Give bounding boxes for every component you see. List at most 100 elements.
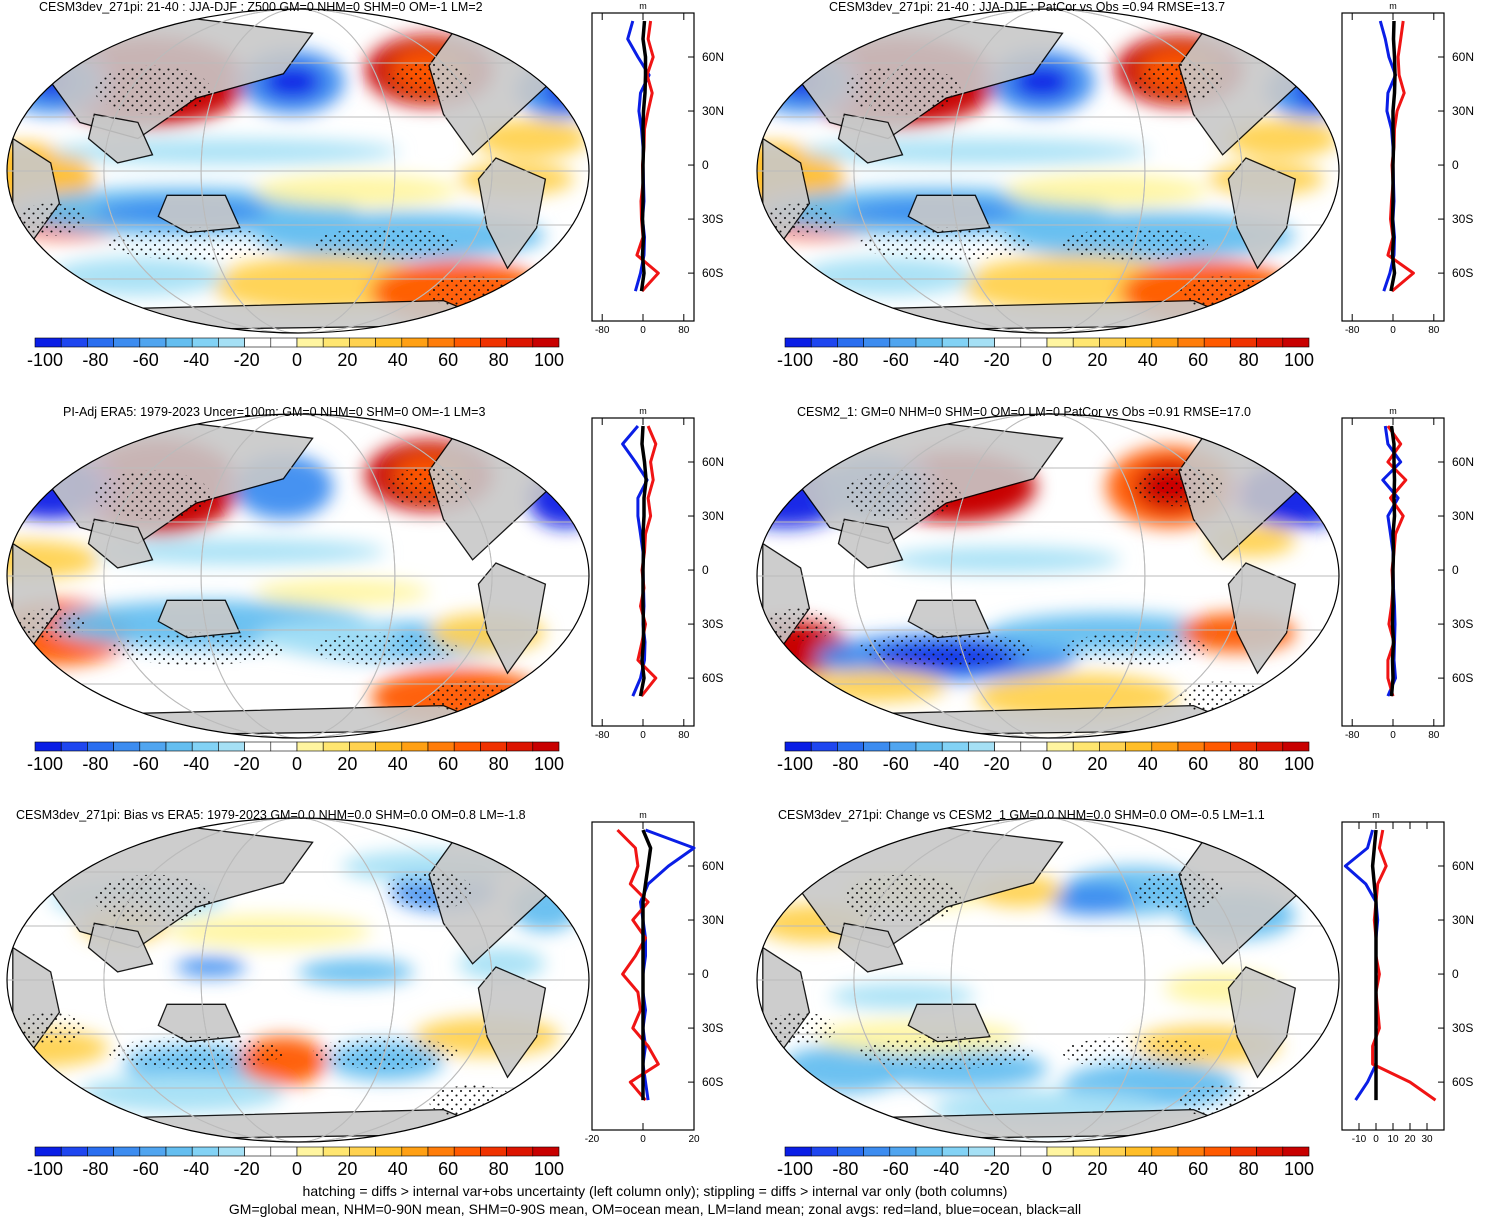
lat-label: 30N bbox=[1452, 104, 1475, 119]
colorbar-swatch bbox=[1125, 337, 1153, 348]
colorbar-swatch bbox=[34, 1146, 62, 1157]
zonal-x-label: 30 bbox=[1421, 1134, 1433, 1145]
colorbar-tick-label: -80 bbox=[832, 754, 859, 774]
zonal-x-label: 0 bbox=[1390, 325, 1396, 336]
colorbar-swatch bbox=[968, 337, 995, 348]
panel-2 bbox=[756, 8, 1445, 348]
lat-label: 0 bbox=[702, 158, 709, 173]
gridline-lon bbox=[950, 414, 1146, 738]
colorbar-swatch bbox=[270, 741, 298, 752]
colorbar-swatch bbox=[270, 337, 298, 348]
colorbar-swatch bbox=[139, 741, 167, 752]
colorbar-swatch bbox=[1151, 741, 1179, 752]
colorbar-tick-label: -60 bbox=[132, 1159, 159, 1179]
stipple-region bbox=[765, 1012, 836, 1045]
colorbar-tick-label: 60 bbox=[1188, 754, 1209, 774]
stipple-region bbox=[385, 871, 473, 911]
land-outline bbox=[87, 922, 154, 973]
land-outline bbox=[1227, 966, 1297, 1079]
stipple-region bbox=[108, 632, 284, 666]
lat-label: 30S bbox=[702, 1021, 724, 1036]
colorbar-swatch bbox=[427, 741, 455, 752]
colorbar-tick-label: -60 bbox=[882, 350, 909, 370]
colorbar-swatch bbox=[218, 741, 245, 752]
colorbar-swatch bbox=[322, 741, 350, 752]
colorbar-swatch bbox=[34, 337, 62, 348]
land-outline bbox=[837, 922, 904, 973]
colorbar-swatch bbox=[349, 1146, 376, 1157]
colorbar-swatch bbox=[1230, 741, 1257, 752]
colorbar-6 bbox=[784, 1146, 1310, 1157]
colorbar-swatch bbox=[480, 1146, 507, 1157]
stipple-region bbox=[428, 681, 517, 714]
colorbar-swatch bbox=[191, 337, 219, 348]
colorbar-swatch bbox=[139, 337, 167, 348]
stipple-region bbox=[312, 1036, 459, 1070]
colorbar-tick-label: -20 bbox=[983, 350, 1010, 370]
colorbar-swatch bbox=[889, 1146, 917, 1157]
stipple-region bbox=[15, 608, 86, 641]
panel-1 bbox=[6, 8, 695, 348]
colorbar-swatch bbox=[810, 337, 838, 348]
colorbar-tick-label: 100 bbox=[1283, 754, 1315, 774]
colorbar-swatch bbox=[427, 337, 455, 348]
zonal-mean-4 bbox=[1341, 417, 1445, 727]
anomaly-blob bbox=[94, 538, 386, 565]
colorbar-swatch bbox=[296, 337, 324, 348]
colorbar-swatch bbox=[1125, 741, 1153, 752]
colorbar-swatch bbox=[1282, 337, 1310, 348]
zonal-curve-all bbox=[1370, 829, 1378, 1101]
stipple-region bbox=[1135, 871, 1223, 911]
colorbar-tick-label: -100 bbox=[26, 350, 64, 370]
stipple-region bbox=[108, 1036, 284, 1070]
zonal-curve-all bbox=[638, 425, 648, 697]
colorbar-swatch bbox=[810, 741, 838, 752]
colorbar-tick-label: -100 bbox=[26, 754, 64, 774]
map-border bbox=[756, 817, 1340, 1143]
map-border bbox=[6, 8, 590, 334]
colorbar-swatch bbox=[1230, 1146, 1257, 1157]
lat-label: 60N bbox=[702, 455, 725, 469]
lat-label: 30S bbox=[702, 212, 724, 227]
lat-label: 0 bbox=[1452, 967, 1459, 982]
lat-label: 0 bbox=[1452, 158, 1459, 173]
gridline-lon bbox=[103, 414, 493, 738]
colorbar-swatch bbox=[968, 1146, 995, 1157]
land-outline bbox=[477, 966, 547, 1079]
colorbar-swatch bbox=[218, 1146, 245, 1157]
gridline-lon bbox=[200, 818, 396, 1142]
colorbar-swatch bbox=[1177, 337, 1205, 348]
zonal-curve-land bbox=[616, 828, 660, 1102]
colorbar-tick-label: 100 bbox=[533, 1159, 565, 1179]
map-5 bbox=[7, 818, 589, 1142]
stipple-region bbox=[858, 632, 1034, 666]
land-outline bbox=[477, 157, 547, 270]
colorbar-tick-label: 20 bbox=[1087, 1159, 1108, 1179]
colorbar-tick-label: -40 bbox=[933, 350, 960, 370]
gridline-lon bbox=[853, 414, 1243, 738]
lat-label: 30S bbox=[1452, 212, 1474, 227]
colorbar-swatch bbox=[165, 1146, 193, 1157]
stipple-region bbox=[312, 227, 459, 261]
anomaly-blob bbox=[175, 957, 246, 977]
colorbar-swatch bbox=[113, 1146, 141, 1157]
colorbar-swatch bbox=[532, 1146, 560, 1157]
colorbar-tick-label: 60 bbox=[438, 350, 459, 370]
colorbar-swatch bbox=[1256, 1146, 1284, 1157]
colorbar-tick-label: 100 bbox=[533, 754, 565, 774]
panel-title-1: CESM3dev_271pi: 21-40 : JJA-DJF : Z500 G… bbox=[39, 0, 483, 14]
zonal-unit-label: m bbox=[1389, 1, 1397, 11]
stipple-region bbox=[1135, 467, 1223, 507]
lat-label: 60N bbox=[702, 859, 725, 873]
map-border bbox=[6, 817, 590, 1143]
colorbar-swatch bbox=[889, 741, 917, 752]
stipple-region bbox=[1135, 62, 1223, 102]
colorbar-tick-label: -20 bbox=[983, 1159, 1010, 1179]
panel-title-2: CESM3dev_271pi: 21-40 : JJA-DJF : PatCor… bbox=[829, 0, 1226, 14]
map-border bbox=[756, 413, 1340, 739]
anomaly-blob bbox=[79, 1073, 284, 1113]
zonal-x-label: 20 bbox=[688, 1134, 700, 1145]
anomaly-blob bbox=[1222, 119, 1339, 159]
panel-4 bbox=[756, 413, 1445, 752]
